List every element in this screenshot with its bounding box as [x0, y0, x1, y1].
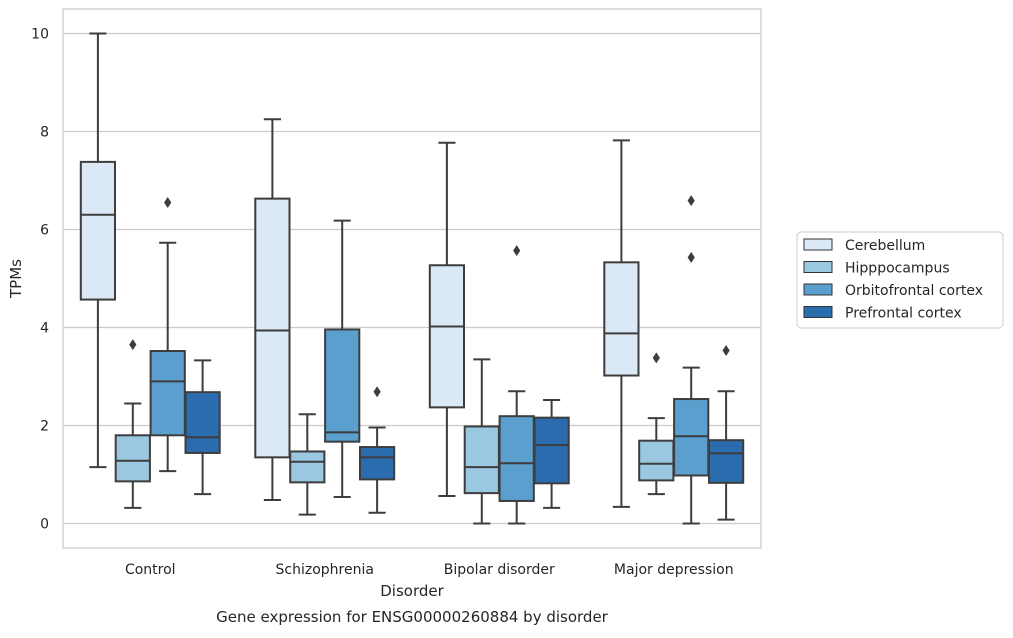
box-body: [498, 415, 535, 502]
outlier-point: [129, 339, 137, 351]
x-tick-label-control: Control: [125, 562, 176, 578]
box-body: [463, 425, 500, 495]
box-body: [149, 350, 186, 437]
y-tick-label: 6: [40, 223, 49, 239]
legend-label-prefrontal-cortex: Prefrontal cortex: [845, 306, 962, 322]
box-orbitofrontal-cortex-bipolar-disorder: [498, 245, 535, 525]
box-prefrontal-cortex-control: [184, 359, 221, 496]
box-orbitofrontal-cortex-major-depression: [673, 195, 710, 525]
box-hipppocampus-schizophrenia: [289, 413, 326, 516]
box-body: [428, 264, 466, 409]
legend-swatch-cerebellum: [803, 238, 833, 251]
outlier-point: [164, 197, 172, 209]
outlier-point: [687, 195, 695, 207]
y-tick-label: 0: [40, 517, 49, 533]
plot-frame: [62, 8, 762, 549]
box-body: [254, 197, 291, 459]
outlier-point: [373, 386, 381, 398]
outlier-point: [687, 251, 695, 263]
box-prefrontal-cortex-bipolar-disorder: [533, 399, 570, 509]
y-tick-label: 4: [40, 321, 49, 337]
box-body: [114, 434, 151, 483]
x-tick-label-bipolar-disorder: Bipolar disorder: [444, 562, 555, 578]
box-body: [638, 439, 675, 482]
box-body: [184, 391, 221, 454]
box-hipppocampus-control: [114, 339, 151, 509]
box-layer: [79, 32, 745, 525]
box-cerebellum-major-depression: [603, 139, 640, 508]
box-orbitofrontal-cortex-control: [149, 197, 186, 473]
legend-swatch-hipppocampus: [803, 261, 833, 273]
box-body: [358, 446, 396, 481]
box-body: [533, 416, 570, 485]
figure-caption: Gene expression for ENSG00000260884 by d…: [216, 608, 609, 626]
legend-label-hipppocampus: Hipppocampus: [845, 261, 950, 277]
outlier-point: [652, 352, 660, 364]
box-cerebellum-control: [79, 32, 117, 469]
box-prefrontal-cortex-major-depression: [707, 345, 745, 521]
box-cerebellum-bipolar-disorder: [428, 141, 466, 498]
legend: Cerebellum Hipppocampus Orbitofrontal cort…: [796, 231, 1004, 329]
box-hipppocampus-major-depression: [638, 352, 675, 496]
legend-frame: [796, 231, 1004, 329]
x-axis-label: Disorder: [380, 582, 444, 600]
box-cerebellum-schizophrenia: [254, 118, 291, 501]
y-tick-label: 10: [31, 27, 49, 43]
box-body: [289, 450, 326, 484]
box-body: [324, 328, 361, 443]
tick-layer: 0 2 4 6 8 10 Control Schizophrenia Bipolar disor…: [31, 27, 733, 579]
box-body: [79, 160, 117, 301]
outlier-point: [513, 245, 521, 257]
y-tick-label: 2: [40, 419, 49, 435]
box-body: [707, 439, 745, 484]
legend-swatch-prefrontal-cortex: [803, 306, 833, 318]
y-tick-label: 8: [40, 125, 49, 141]
legend-label-orbitofrontal-cortex: Orbitofrontal cortex: [845, 283, 983, 299]
outlier-point: [722, 345, 730, 357]
legend-label-cerebellum: Cerebellum: [845, 238, 925, 254]
x-tick-label-major-depression: Major depression: [614, 562, 734, 578]
box-orbitofrontal-cortex-schizophrenia: [324, 219, 361, 499]
box-prefrontal-cortex-schizophrenia: [358, 386, 396, 514]
box-body: [603, 261, 640, 377]
box-hipppocampus-bipolar-disorder: [463, 358, 500, 525]
x-tick-label-schizophrenia: Schizophrenia: [276, 562, 374, 578]
legend-swatch-orbitofrontal-cortex: [803, 283, 833, 296]
y-axis-label: TPMs: [7, 259, 25, 299]
